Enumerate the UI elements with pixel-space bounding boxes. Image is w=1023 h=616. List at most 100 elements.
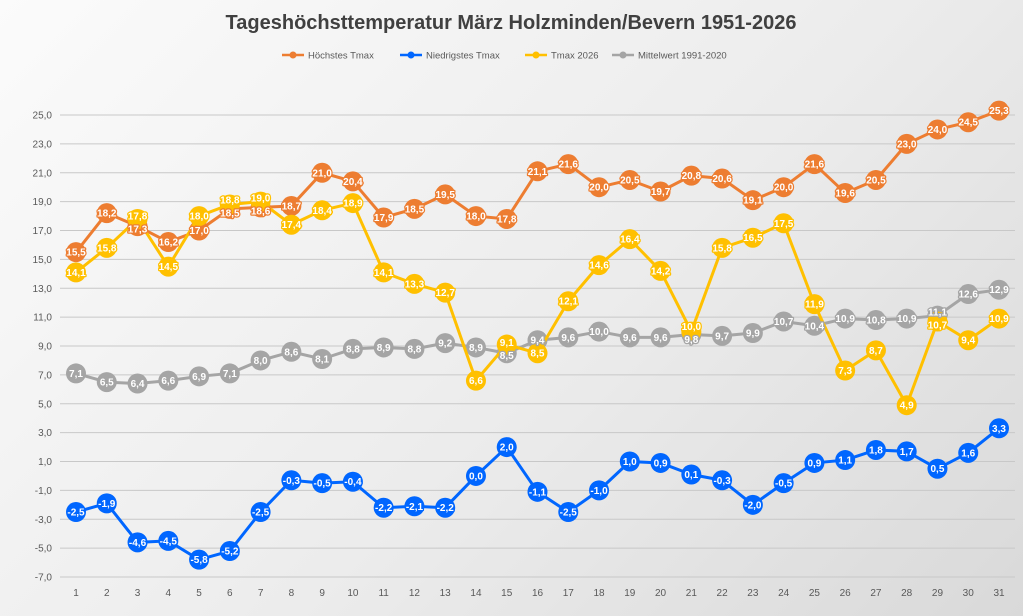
data-label: 10,8 [866,316,886,327]
legend-label: Niedrigstes Tmax [426,51,500,62]
y-tick-label: -3,0 [35,515,53,526]
x-tick-label: 30 [963,588,975,599]
y-tick-label: 11,0 [33,313,52,324]
data-point [527,343,548,364]
data-label: 19,7 [651,187,671,198]
data-point [312,348,333,369]
y-tick-label: -7,0 [35,573,53,584]
data-label: 8,0 [254,356,268,367]
y-tick-label: 9,0 [38,342,52,353]
data-label: 9,6 [623,333,637,344]
data-label: 3,3 [992,424,1006,435]
data-label: 23,0 [897,139,917,150]
data-point [896,441,917,462]
y-tick-label: 5,0 [38,399,52,410]
data-label: -2,2 [375,503,393,514]
series-mittelwert-1991-2020 [66,279,1009,394]
data-label: 7,1 [223,369,237,380]
data-point [158,256,179,277]
data-point [404,273,425,294]
data-label: -0,3 [283,476,301,487]
data-point [281,195,302,216]
legend-item: Tmax 2026 [525,51,599,62]
data-label: 15,8 [712,243,732,254]
data-label: 19,6 [835,188,855,199]
x-tick-label: 15 [501,588,513,599]
data-point [435,333,456,354]
y-tick-label: -1,0 [35,486,53,497]
data-label: -2,5 [67,508,85,519]
data-point [650,327,671,348]
data-label: 6,9 [192,372,206,383]
data-label: 18,5 [405,204,425,215]
data-label: -2,1 [406,502,424,513]
series-tmax-2026 [66,191,1009,416]
data-point [66,363,86,384]
chart-title: Tageshöchsttemperatur März Holzminden/Be… [226,12,797,34]
data-point [496,334,517,355]
data-label: 0,9 [654,458,668,469]
data-label: 19,0 [251,194,271,205]
data-point [927,458,948,479]
data-label: 1,1 [838,456,852,467]
data-point [250,191,271,212]
data-point [373,497,394,518]
data-label: 18,0 [466,212,486,223]
data-point [804,154,825,175]
data-point [250,502,271,523]
data-label: 24,0 [928,125,948,136]
y-tick-label: 17,0 [33,226,53,237]
data-point [865,310,886,331]
data-label: 10,9 [897,314,917,325]
data-point [865,340,886,361]
data-point [773,177,794,198]
data-point [865,169,886,190]
data-point [158,530,179,551]
data-point [865,439,886,460]
data-point [66,242,86,263]
x-tick-label: 8 [289,588,295,599]
data-label: 12,7 [435,288,455,299]
data-point [96,493,117,514]
data-label: 24,5 [958,118,978,129]
legend-item: Mittelwert 1991-2020 [612,51,727,62]
data-label: 19,5 [435,190,455,201]
data-label: 15,8 [97,243,117,254]
data-label: 9,2 [438,339,452,350]
data-point [712,470,733,491]
data-label: 9,6 [561,333,575,344]
data-point [650,452,671,473]
data-label: 17,0 [189,226,209,237]
data-label: 1,0 [623,457,637,468]
data-point [404,496,425,517]
x-tick-label: 9 [319,588,325,599]
legend-item: Höchstes Tmax [282,51,374,62]
data-point [712,325,733,346]
data-label: -2,5 [560,508,578,519]
data-label: 17,3 [128,225,148,236]
x-axis: 1 2 3 4 5 6 7 8 9 10 11 12 13 14 15 16 17 18 19 20 21 22 23 24 2… [73,588,1005,599]
data-point [312,473,333,494]
data-label: 18,6 [251,207,271,218]
data-label: 17,5 [774,219,794,230]
data-label: 14,6 [589,261,609,272]
x-tick-label: 27 [870,588,882,599]
data-label: 8,7 [869,346,883,357]
data-label: 0,0 [469,471,483,482]
data-label: 6,6 [161,376,175,387]
data-label: 9,1 [500,338,514,349]
data-point [342,338,363,359]
data-point [742,227,763,248]
data-labels-layer: 15,5 14,1 7,1 -2,5 18,2 15,8 6,5 -1,9 17,8 17,3 6,… [65,105,1010,568]
x-tick-label: 22 [717,588,729,599]
x-tick-label: 3 [135,588,141,599]
data-point [712,237,733,258]
data-label: 8,5 [531,349,545,360]
data-point [589,321,610,342]
data-label: -0,4 [344,477,362,488]
data-point [896,395,917,416]
data-point [496,437,517,458]
data-label: 1,8 [869,445,883,456]
data-point [558,291,579,312]
data-label: 17,8 [128,212,148,223]
